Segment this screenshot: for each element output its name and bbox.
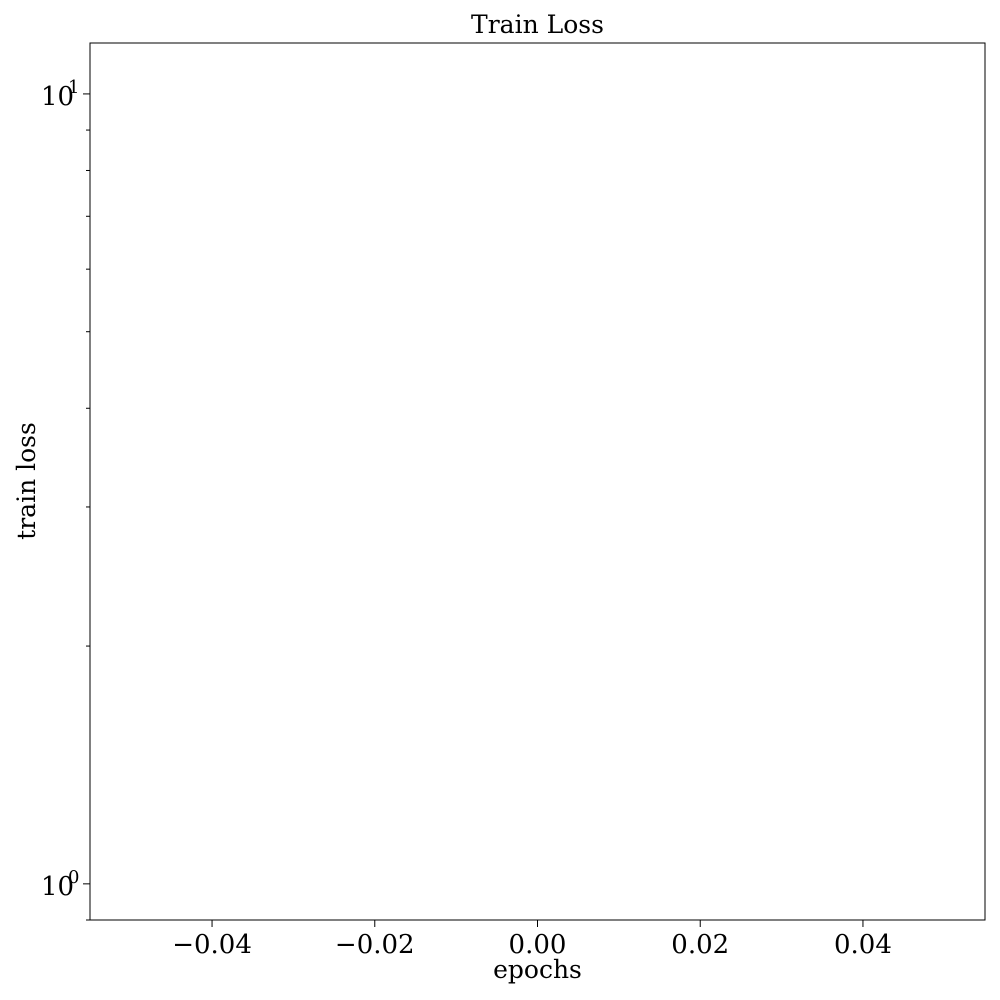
y-tick-exponent: 0 — [68, 867, 79, 888]
chart-title: Train Loss — [471, 10, 604, 39]
x-axis-label: epochs — [493, 955, 582, 984]
x-tick-label: 0.00 — [509, 930, 567, 960]
y-tick-label: 10 — [41, 872, 74, 902]
x-axis-ticks: −0.04 −0.02 0.00 0.02 0.04 — [172, 920, 892, 960]
x-tick-label: −0.04 — [172, 930, 252, 960]
y-tick-label: 10 — [41, 82, 74, 112]
y-tick-exponent: 1 — [68, 77, 79, 98]
y-axis-label: train loss — [12, 422, 41, 540]
plot-area-frame — [89, 42, 986, 921]
x-tick-label: 0.04 — [834, 930, 892, 960]
x-tick-label: −0.02 — [335, 930, 415, 960]
x-tick-label: 0.02 — [671, 930, 729, 960]
